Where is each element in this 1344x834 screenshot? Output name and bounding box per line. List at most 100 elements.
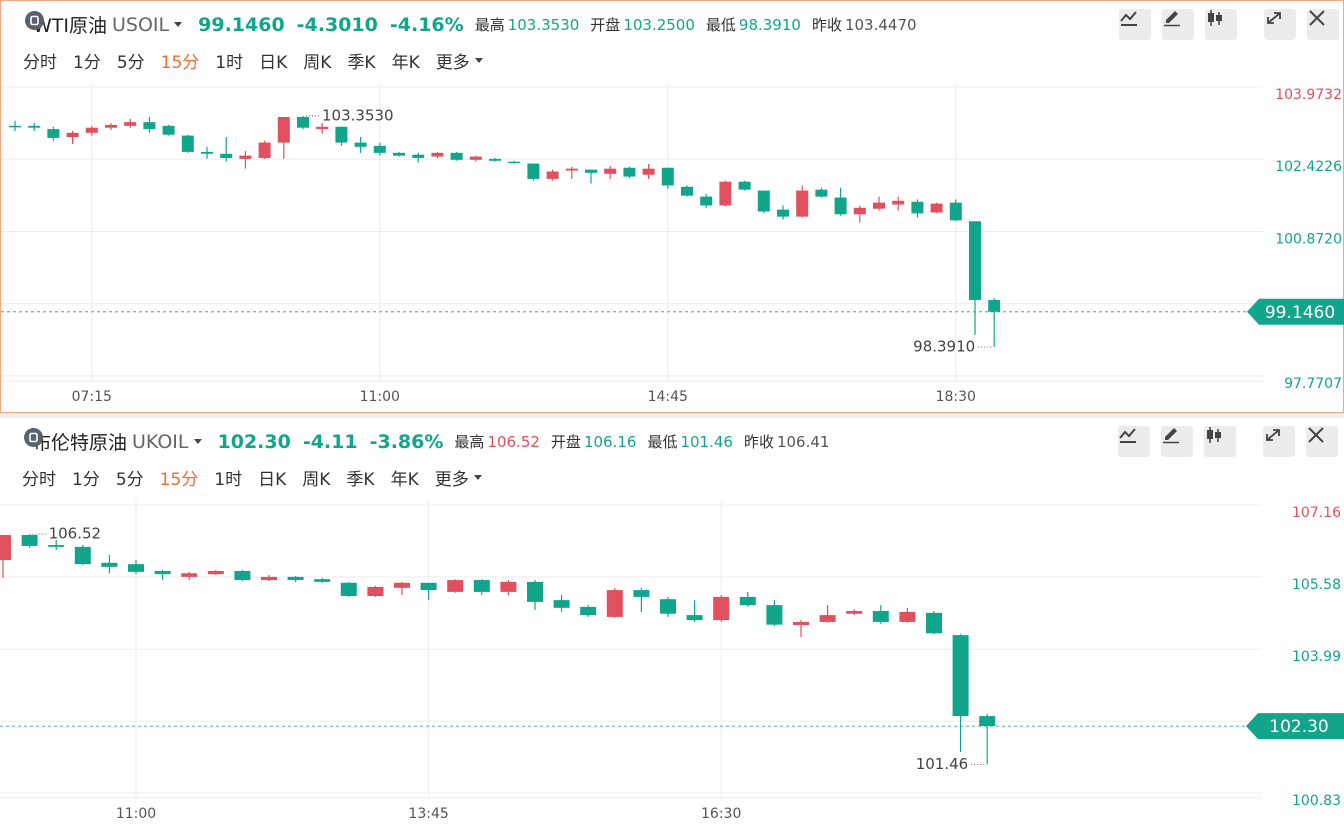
candle-body [585, 169, 597, 173]
chart: 103.9732102.4226100.872099.321497.770707… [1, 83, 1344, 405]
y-tick-label: 107.16 [1292, 505, 1341, 521]
candle-body [661, 167, 674, 186]
period-tab[interactable]: 日K [258, 470, 287, 490]
tool-button[interactable] [1264, 9, 1296, 40]
candle-body [892, 200, 905, 205]
symbol-dropdown[interactable] [193, 439, 202, 444]
price-tag [1246, 713, 1344, 740]
period-tab[interactable]: 5分 [116, 53, 145, 73]
period-tab[interactable]: 15分 [159, 470, 199, 490]
period-tab[interactable]: 1时 [215, 53, 244, 73]
candle-body [766, 605, 783, 625]
y-tick-label: 103.9732 [1275, 87, 1342, 103]
candle-body [796, 190, 809, 217]
candle-body [340, 582, 357, 596]
tool-button[interactable] [1306, 426, 1338, 457]
x-tick-label: 18:30 [936, 389, 976, 405]
y-tick-label: 100.83 [1292, 793, 1341, 809]
period-bar: 分时 1分 5分 15分 1时 日K 周K 季K 年K 更多 [23, 48, 499, 73]
price-tag-label: 102.30 [1269, 717, 1328, 737]
tool-button[interactable] [1204, 426, 1236, 457]
stat-label: 最高 [474, 16, 505, 34]
period-tab[interactable]: 日K [259, 53, 288, 73]
candle-body [258, 142, 271, 158]
period-tab[interactable]: 1时 [214, 470, 243, 490]
period-tab[interactable]: 年K [390, 470, 419, 490]
header: 布伦特原油 UKOIL 102.30 -4.11 -3.86% 最高 106.52 开盘 106… [24, 428, 829, 455]
stat-label: 最高 [454, 433, 485, 451]
dropdown-arrow[interactable] [474, 58, 483, 63]
period-tab[interactable]: 周K [302, 470, 331, 490]
tool-button[interactable] [1162, 9, 1194, 40]
tool-button[interactable] [1205, 9, 1237, 40]
candle-body [447, 580, 464, 592]
stat-value: 103.2500 [623, 15, 695, 34]
period-tab[interactable]: 1分 [72, 470, 100, 490]
candle-body [819, 615, 836, 622]
period-tab[interactable]: 周K [303, 53, 332, 73]
candle-body [48, 545, 65, 547]
tool-button[interactable] [1161, 426, 1193, 457]
period-tab[interactable]: 分时 [23, 53, 57, 73]
candle-body [154, 570, 171, 575]
candle-body [686, 615, 703, 621]
price: 99.1460 [198, 13, 285, 36]
period-tab[interactable]: 1分 [73, 53, 101, 73]
symbol-code: UKOIL [132, 430, 189, 453]
candle-body [314, 579, 331, 582]
candle-body [834, 197, 847, 215]
candle-body [930, 203, 943, 213]
stat-label: 昨收 [743, 433, 774, 451]
period-tab[interactable]: 季K [347, 53, 376, 73]
candle-body [354, 142, 367, 147]
candle-body [660, 599, 676, 614]
period-tab[interactable]: 年K [391, 53, 420, 73]
candle-body [633, 590, 650, 597]
candle-body [911, 201, 924, 214]
candle-body [367, 586, 384, 596]
symbol-dropdown[interactable] [174, 22, 183, 27]
x-tick-label: 07:15 [72, 389, 112, 405]
candle-body [393, 152, 405, 156]
candle-body [952, 635, 969, 717]
candle-body [74, 546, 91, 565]
candle-body [9, 125, 21, 128]
tool-button[interactable] [1307, 9, 1339, 40]
x-tick-label: 14:45 [648, 389, 688, 405]
candle-body [207, 570, 224, 575]
dropdown-arrow[interactable] [473, 475, 482, 480]
period-tab[interactable]: 5分 [115, 470, 144, 490]
period-tab[interactable]: 更多 [435, 53, 470, 73]
chart: 107.16105.58103.99102.41100.8311:0013:45… [0, 500, 1344, 822]
candle-body [546, 171, 559, 179]
candle-body [508, 161, 521, 164]
candle-body [713, 596, 730, 621]
candle-body [124, 122, 137, 126]
candle-body [220, 153, 233, 158]
candle-body [853, 207, 866, 215]
tool-button[interactable] [1263, 426, 1295, 457]
y-tick-label: 103.99 [1292, 649, 1341, 665]
candle-body [969, 221, 981, 300]
stat-value: 103.4470 [844, 15, 917, 34]
y-tick-label: 97.7707 [1284, 376, 1342, 392]
tool-button[interactable] [1119, 9, 1151, 40]
period-tab[interactable]: 分时 [22, 470, 56, 490]
candle-body [700, 196, 713, 206]
candle-body [527, 581, 543, 602]
stat-value: 106.52 [487, 432, 540, 451]
candle-body [261, 576, 277, 581]
candle-body [949, 202, 962, 221]
candle-body [28, 125, 41, 128]
chart-panel: 107.16105.58103.99102.41100.8311:0013:45… [0, 418, 1344, 834]
tool-button[interactable] [1118, 426, 1150, 457]
period-tab[interactable]: 季K [346, 470, 375, 490]
period-tab[interactable]: 更多 [434, 470, 469, 490]
candle-body [846, 611, 863, 614]
candle-body [450, 152, 463, 160]
candle-body [719, 181, 732, 206]
candle-body [394, 582, 410, 588]
candle-body [473, 580, 490, 592]
stat-value: 106.41 [776, 432, 830, 451]
period-tab[interactable]: 15分 [160, 53, 200, 73]
